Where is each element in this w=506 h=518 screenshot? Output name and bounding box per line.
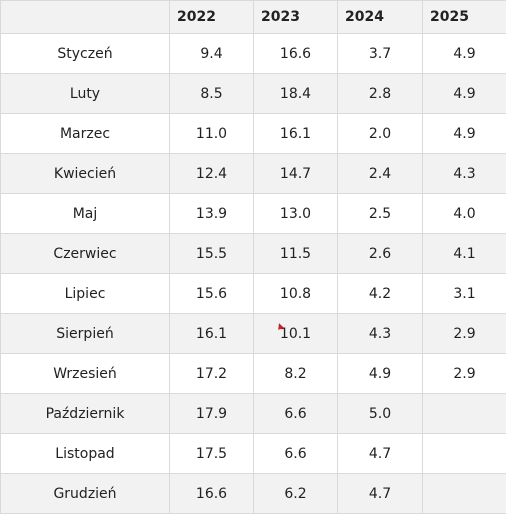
table-row: Czerwiec 15.5 11.5 2.6 4.1 — [0, 233, 506, 274]
table-cell: 4.3 — [337, 313, 423, 354]
table-cell: 9.4 — [169, 33, 254, 74]
table-cell: 18.4 — [253, 73, 338, 114]
table-cell: 11.5 — [253, 233, 338, 274]
table-cell: 17.9 — [169, 393, 254, 434]
table-cell: 2.8 — [337, 73, 423, 114]
header-cell-2023: 2023 — [253, 0, 338, 34]
table-cell: 3.1 — [422, 273, 506, 314]
table-cell: 17.5 — [169, 433, 254, 474]
row-label: Grudzień — [0, 473, 170, 514]
row-label: Październik — [0, 393, 170, 434]
table-row: Styczeń 9.4 16.6 3.7 4.9 — [0, 33, 506, 74]
table-cell: 8.5 — [169, 73, 254, 114]
table-cell: 13.9 — [169, 193, 254, 234]
table-row: Luty 8.5 18.4 2.8 4.9 — [0, 73, 506, 114]
table-cell: 4.0 — [422, 193, 506, 234]
row-label: Styczeń — [0, 33, 170, 74]
table-cell: 2.6 — [337, 233, 423, 274]
row-label: Kwiecień — [0, 153, 170, 194]
red-marker-icon — [276, 321, 284, 330]
row-label: Maj — [0, 193, 170, 234]
row-label: Sierpień — [0, 313, 170, 354]
header-row: 2022 2023 2024 2025 — [0, 0, 506, 34]
table-cell: 10.8 — [253, 273, 338, 314]
table-row: Wrzesień 17.2 8.2 4.9 2.9 — [0, 353, 506, 394]
header-cell-2024: 2024 — [337, 0, 423, 34]
row-label: Listopad — [0, 433, 170, 474]
table-cell: 16.6 — [169, 473, 254, 514]
table-cell: 16.1 — [253, 113, 338, 154]
table-cell: 6.6 — [253, 433, 338, 474]
row-label: Luty — [0, 73, 170, 114]
table-header: 2022 2023 2024 2025 — [0, 0, 506, 34]
table-cell: 5.0 — [337, 393, 423, 434]
table-cell: 4.2 — [337, 273, 423, 314]
table-row: Grudzień 16.6 6.2 4.7 — [0, 473, 506, 514]
table-cell: 2.9 — [422, 353, 506, 394]
table-row: Listopad 17.5 6.6 4.7 — [0, 433, 506, 474]
table-cell: 2.4 — [337, 153, 423, 194]
table-cell: 4.1 — [422, 233, 506, 274]
table-cell: 17.2 — [169, 353, 254, 394]
table-cell — [422, 433, 506, 474]
table-cell: 6.6 — [253, 393, 338, 434]
table-cell: 3.7 — [337, 33, 423, 74]
table-row: Marzec 11.0 16.1 2.0 4.9 — [0, 113, 506, 154]
table-row: Kwiecień 12.4 14.7 2.4 4.3 — [0, 153, 506, 194]
table-cell: 4.9 — [422, 113, 506, 154]
header-cell-2025: 2025 — [422, 0, 506, 34]
table-cell — [422, 393, 506, 434]
header-cell-corner — [0, 0, 170, 34]
table-cell: 15.5 — [169, 233, 254, 274]
table-row: Lipiec 15.6 10.8 4.2 3.1 — [0, 273, 506, 314]
table-cell: 4.9 — [422, 73, 506, 114]
table-cell: 16.6 — [253, 33, 338, 74]
table-cell: 8.2 — [253, 353, 338, 394]
table-cell: 2.0 — [337, 113, 423, 154]
table-cell: 16.1 — [169, 313, 254, 354]
table-cell: 12.4 — [169, 153, 254, 194]
marked-value-wrap: 10.1 — [276, 321, 312, 343]
table-cell: 14.7 — [253, 153, 338, 194]
row-label: Czerwiec — [0, 233, 170, 274]
table-cell: 11.0 — [169, 113, 254, 154]
table-cell: 4.3 — [422, 153, 506, 194]
table-cell: 4.9 — [422, 33, 506, 74]
table-row: Październik 17.9 6.6 5.0 — [0, 393, 506, 434]
row-label: Wrzesień — [0, 353, 170, 394]
table-cell: 2.5 — [337, 193, 423, 234]
table-cell: 15.6 — [169, 273, 254, 314]
table-cell: 4.7 — [337, 473, 423, 514]
table-cell: 4.7 — [337, 433, 423, 474]
row-label: Marzec — [0, 113, 170, 154]
marked-value: 10.1 — [279, 325, 312, 342]
row-label: Lipiec — [0, 273, 170, 314]
table-row: Maj 13.9 13.0 2.5 4.0 — [0, 193, 506, 234]
table-cell — [422, 473, 506, 514]
table-body: Styczeń 9.4 16.6 3.7 4.9 Luty 8.5 18.4 2… — [0, 33, 506, 514]
table-cell-marked: 10.1 — [253, 313, 338, 354]
table-cell: 6.2 — [253, 473, 338, 514]
header-cell-2022: 2022 — [169, 0, 254, 34]
table-row: Sierpień 16.1 10.1 4.3 2.9 — [0, 313, 506, 354]
table-cell: 4.9 — [337, 353, 423, 394]
table-cell: 13.0 — [253, 193, 338, 234]
table-cell: 2.9 — [422, 313, 506, 354]
